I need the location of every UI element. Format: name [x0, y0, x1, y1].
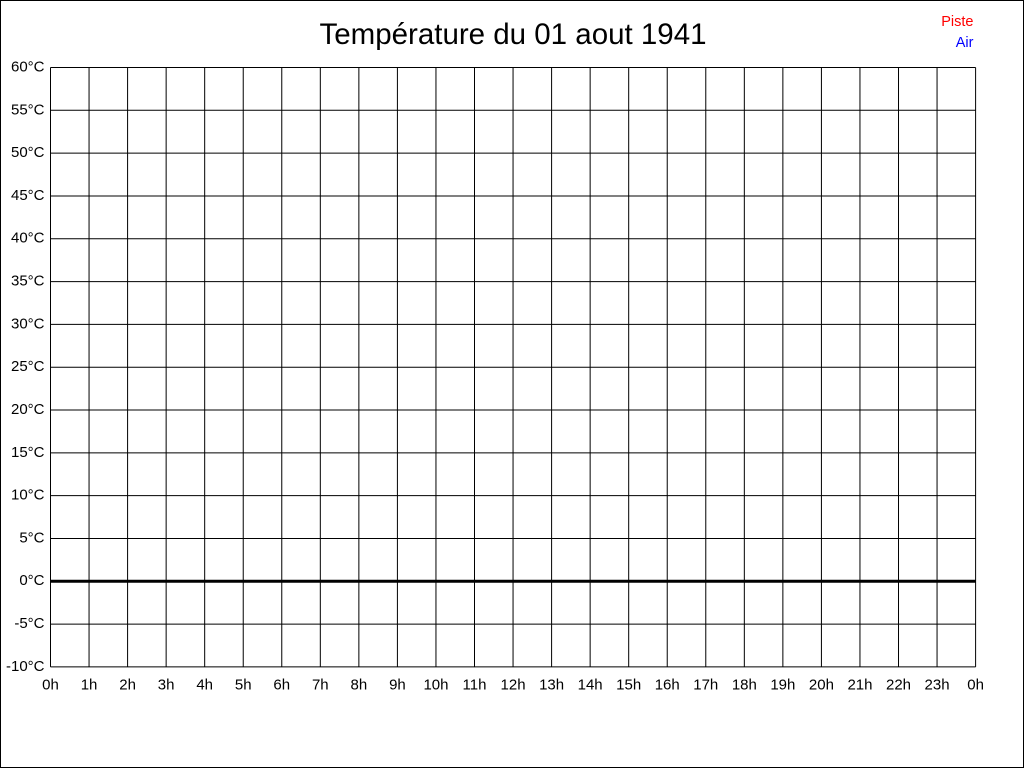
- svg-text:-10°C: -10°C: [6, 658, 45, 675]
- svg-text:5h: 5h: [235, 676, 252, 693]
- svg-text:30°C: 30°C: [11, 315, 45, 332]
- svg-text:4h: 4h: [196, 676, 213, 693]
- svg-text:7h: 7h: [312, 676, 329, 693]
- svg-text:23h: 23h: [925, 676, 950, 693]
- svg-text:12h: 12h: [501, 676, 526, 693]
- svg-text:0h: 0h: [967, 676, 984, 693]
- svg-text:6h: 6h: [273, 676, 290, 693]
- svg-text:0h: 0h: [42, 676, 59, 693]
- svg-text:10°C: 10°C: [11, 487, 45, 504]
- svg-text:14h: 14h: [578, 676, 603, 693]
- svg-text:15h: 15h: [616, 676, 641, 693]
- svg-text:60°C: 60°C: [11, 58, 45, 75]
- svg-text:20°C: 20°C: [11, 401, 45, 418]
- svg-text:50°C: 50°C: [11, 144, 45, 161]
- svg-text:45°C: 45°C: [11, 187, 45, 204]
- svg-text:25°C: 25°C: [11, 358, 45, 375]
- svg-text:20h: 20h: [809, 676, 834, 693]
- svg-text:11h: 11h: [463, 676, 487, 693]
- svg-text:40°C: 40°C: [11, 230, 45, 247]
- svg-text:15°C: 15°C: [11, 444, 45, 461]
- svg-text:0°C: 0°C: [19, 572, 44, 589]
- svg-text:55°C: 55°C: [11, 101, 45, 118]
- svg-text:2h: 2h: [119, 676, 136, 693]
- svg-text:35°C: 35°C: [11, 273, 45, 290]
- svg-text:5°C: 5°C: [19, 529, 44, 546]
- svg-text:10h: 10h: [423, 676, 448, 693]
- svg-text:17h: 17h: [693, 676, 718, 693]
- svg-text:3h: 3h: [158, 676, 175, 693]
- svg-text:-5°C: -5°C: [14, 615, 44, 632]
- svg-text:9h: 9h: [389, 676, 406, 693]
- svg-text:19h: 19h: [770, 676, 795, 693]
- svg-text:8h: 8h: [351, 676, 368, 693]
- svg-text:16h: 16h: [655, 676, 680, 693]
- svg-text:1h: 1h: [81, 676, 98, 693]
- svg-text:13h: 13h: [539, 676, 564, 693]
- svg-text:18h: 18h: [732, 676, 757, 693]
- svg-text:22h: 22h: [886, 676, 911, 693]
- svg-text:21h: 21h: [847, 676, 872, 693]
